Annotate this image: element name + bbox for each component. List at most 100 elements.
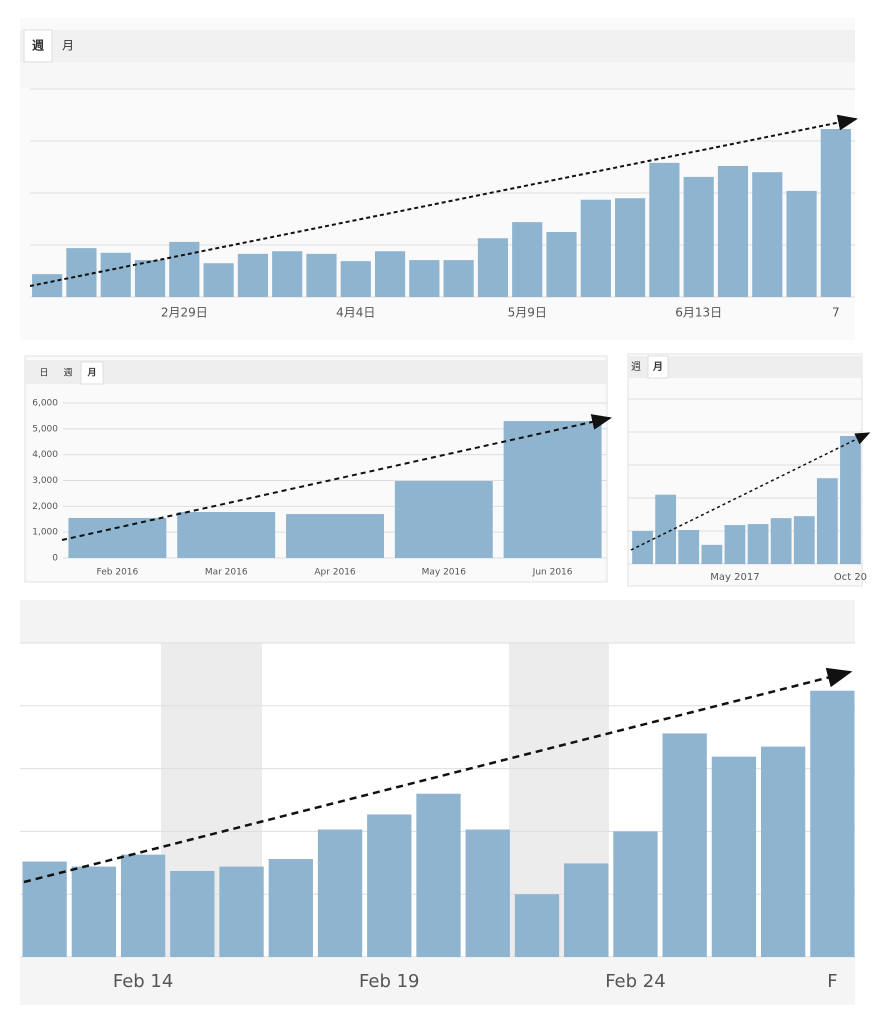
y-tick-label: 3,000: [32, 476, 58, 486]
tab-bar: [628, 356, 862, 378]
bar: [564, 863, 609, 957]
x-tick-label: F: [827, 971, 837, 992]
toolbar: [20, 62, 855, 88]
y-tick-label: 4,000: [32, 450, 58, 460]
x-tick-label: Feb 14: [113, 971, 174, 992]
bar: [503, 421, 602, 558]
bar: [678, 530, 700, 564]
x-tick-label: 2月29日: [161, 306, 208, 320]
bar: [443, 260, 474, 297]
x-tick-label: Feb 19: [359, 971, 420, 992]
bar: [317, 829, 363, 957]
bar: [286, 514, 384, 558]
bar: [268, 859, 313, 957]
bar: [409, 260, 440, 297]
trend-arrow: [630, 432, 871, 551]
bar: [134, 260, 166, 297]
y-tick-label: 5,000: [32, 424, 58, 434]
bar: [662, 733, 707, 957]
bar: [465, 829, 510, 957]
bar: [649, 162, 680, 297]
bar: [820, 129, 851, 297]
bar: [786, 190, 817, 297]
bar: [717, 165, 749, 297]
y-tick-label: 6,000: [32, 399, 58, 409]
tab: 月: [86, 368, 96, 379]
x-tick-label: May 2016: [422, 568, 467, 578]
trend-arrow: [29, 114, 858, 287]
bar: [219, 866, 264, 957]
tab: 週: [32, 38, 44, 53]
bar: [100, 252, 131, 297]
tab-bar: [25, 360, 607, 384]
x-tick-label: 6月13日: [675, 306, 722, 320]
bar: [724, 525, 746, 564]
bar: [514, 894, 560, 957]
x-tick-label: Feb 2016: [97, 568, 139, 578]
tab-bar: [20, 30, 855, 62]
x-tick-label: Apr 2016: [314, 568, 356, 578]
bar: [71, 866, 117, 957]
bar: [546, 232, 577, 297]
bar: [632, 531, 653, 564]
bar: [580, 199, 611, 297]
x-tick-label: 4月4日: [336, 306, 375, 320]
x-tick-label: 5月9日: [508, 306, 547, 320]
tab-active: [647, 355, 669, 379]
bar: [177, 512, 276, 558]
bar: [374, 251, 406, 297]
bar: [120, 854, 166, 957]
bar: [394, 481, 493, 558]
x-tick-label: Feb 24: [605, 971, 666, 992]
bar: [66, 248, 97, 297]
bar: [22, 861, 67, 957]
tab: 週: [63, 368, 72, 379]
bar: [237, 253, 268, 297]
trend-arrow: [23, 667, 853, 884]
y-tick-label: 0: [52, 554, 58, 564]
bar: [793, 516, 815, 564]
tab: 月: [652, 361, 663, 373]
x-tick-label: Mar 2016: [205, 568, 248, 578]
charts: 週月2月29日 4月4日 5月9日 6月13日 7日週月01,0002,0003,000…: [20, 29, 867, 992]
tab-active: [80, 361, 104, 385]
bar: [711, 756, 757, 957]
bar: [701, 544, 723, 564]
x-tick-label: Oct 20: [834, 572, 867, 583]
x-tick-label: May 2017: [710, 572, 759, 583]
bar: [512, 222, 543, 297]
y-tick-label: 2,000: [32, 502, 58, 512]
bar: [760, 746, 806, 957]
bar: [655, 494, 677, 564]
bar: [32, 274, 63, 297]
bar: [840, 435, 861, 564]
bar: [816, 478, 838, 564]
bar: [272, 251, 303, 297]
bar: [770, 518, 792, 564]
tab: 週: [631, 361, 641, 373]
tab: 月: [62, 39, 74, 53]
bar: [306, 253, 337, 297]
y-tick-label: 1,000: [32, 528, 58, 538]
bar: [68, 517, 167, 558]
trend-arrow: [61, 414, 612, 541]
bar: [683, 176, 714, 297]
header: [20, 600, 855, 643]
bar: [340, 261, 371, 297]
bar: [416, 793, 461, 957]
axis-strip: [20, 958, 855, 1005]
bar: [810, 690, 855, 957]
x-tick-label: 7: [832, 306, 840, 320]
bar: [203, 263, 234, 297]
bar: [170, 870, 215, 957]
tab-active: [23, 29, 53, 63]
bar: [752, 172, 783, 297]
bar: [747, 524, 769, 564]
tab: 日: [39, 368, 48, 379]
bar: [615, 198, 646, 297]
bar: [169, 241, 200, 297]
x-tick-label: Jun 2016: [532, 568, 573, 578]
bar: [367, 814, 412, 957]
bar: [613, 831, 658, 957]
